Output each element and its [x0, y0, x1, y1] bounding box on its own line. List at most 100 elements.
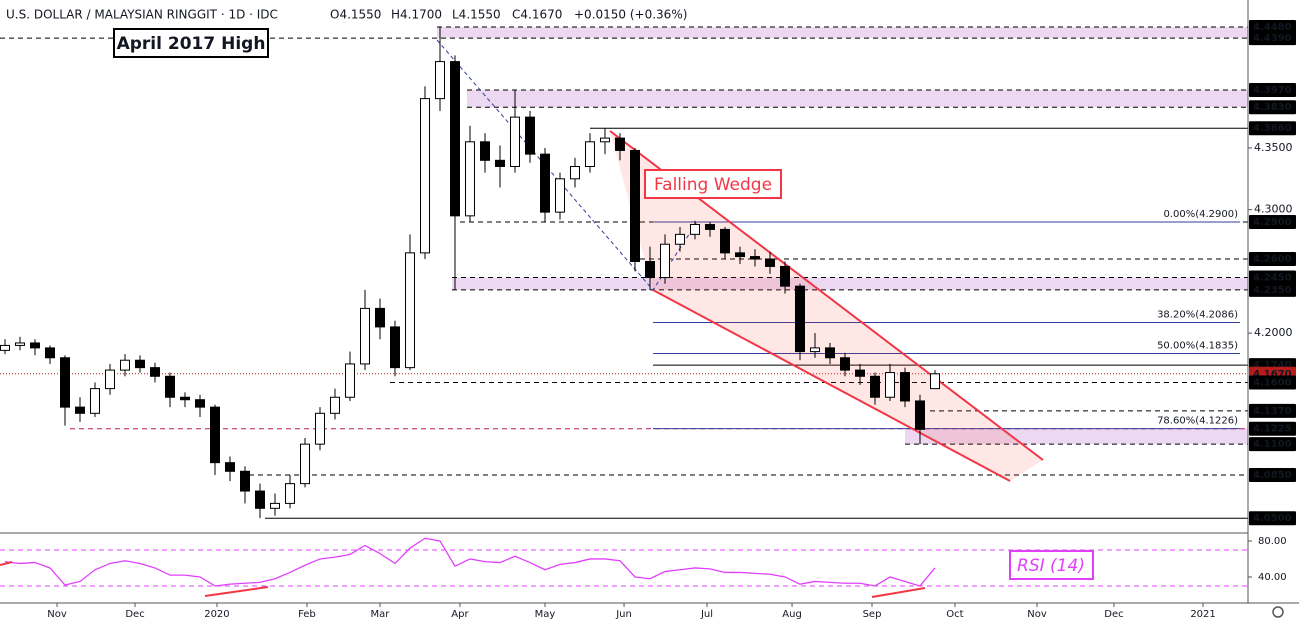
candle-body — [239, 470, 250, 492]
candle-body — [209, 406, 220, 464]
level-label-bg — [1249, 375, 1296, 390]
ohlc-high: H4.1700 — [391, 8, 442, 22]
x-tick-label: Nov — [47, 609, 67, 620]
wedge-fill — [610, 131, 1043, 481]
candle-body — [899, 372, 910, 402]
x-tick-label: Dec — [1104, 609, 1123, 620]
candle-body — [134, 359, 145, 369]
x-tick-label: Dec — [125, 609, 144, 620]
ohlc-close: C4.1670 — [512, 8, 562, 22]
candle-body — [59, 357, 70, 408]
fib-label: 50.00%(4.1835) — [1157, 340, 1238, 351]
candle-body — [479, 141, 490, 161]
candle-body — [164, 375, 175, 398]
candle-body — [614, 137, 625, 151]
candle-body — [584, 141, 595, 167]
fib-label: 78.60%(4.1226) — [1157, 416, 1238, 427]
rsi-tick-label: 80.00 — [1258, 536, 1287, 547]
y-tick-label: 4.2000 — [1254, 326, 1293, 339]
candle-body — [719, 228, 730, 254]
price-zone — [452, 277, 1248, 290]
candle-body — [809, 347, 820, 353]
candle-body — [14, 342, 25, 346]
wedge-lower — [652, 289, 1011, 482]
candle-body — [29, 342, 40, 349]
candle-body — [749, 256, 760, 260]
candle-body — [839, 357, 850, 371]
level-label-bg — [1249, 421, 1296, 436]
candle-body — [824, 347, 835, 359]
level-label: 4.1225 — [1253, 424, 1292, 435]
ohlc-open: O4.1550 — [330, 8, 381, 22]
level-label-bg — [1249, 31, 1296, 46]
candle-body — [884, 372, 895, 398]
x-tick-label: Jul — [700, 609, 713, 620]
candle-body — [599, 137, 610, 143]
x-tick-label: Nov — [1027, 609, 1047, 620]
candle-body — [269, 502, 280, 509]
level-label-bg — [1249, 437, 1296, 452]
fib-trend-line — [436, 39, 698, 291]
level-label: 4.2350 — [1253, 285, 1292, 296]
drawings — [0, 26, 1252, 607]
x-tick-label: Aug — [782, 609, 802, 620]
candle-body — [344, 363, 355, 398]
price-zone — [437, 27, 1248, 39]
candle-body — [644, 261, 655, 279]
candle-body — [74, 406, 85, 414]
level-label: 4.2600 — [1253, 254, 1292, 265]
level-label-bg — [1249, 20, 1296, 35]
level-label: 4.0850 — [1253, 470, 1292, 481]
candle-body — [419, 98, 430, 254]
x-tick-label: Mar — [371, 609, 391, 620]
candle-body — [764, 258, 775, 267]
price-zone — [467, 89, 1248, 108]
level-label: 4.2900 — [1253, 217, 1292, 228]
candle-body — [869, 375, 880, 398]
level-label-bg — [1249, 270, 1296, 285]
level-label: 4.3660 — [1253, 123, 1292, 134]
settings-icon[interactable] — [1272, 606, 1284, 618]
level-label: 4.0500 — [1253, 513, 1292, 524]
candle-body — [779, 265, 790, 287]
rsi-title: RSI (14) — [1017, 556, 1085, 576]
level-label: 4.2450 — [1253, 273, 1292, 284]
candle-body — [149, 367, 160, 377]
candle-body — [389, 326, 400, 369]
level-label: 4.4390 — [1253, 33, 1292, 44]
candle-body — [119, 359, 130, 371]
annotation-box — [113, 28, 269, 58]
candle-body — [914, 400, 925, 430]
candle-body — [509, 116, 520, 167]
level-label: 4.1600 — [1253, 377, 1292, 388]
candle-body — [89, 388, 100, 414]
x-tick-label: May — [535, 609, 556, 620]
rsi-line — [4, 537, 936, 587]
annotation-pattern: Falling Wedge — [654, 175, 772, 195]
x-tick-label: 2020 — [204, 609, 229, 620]
divergence-line — [204, 586, 269, 597]
candle-body — [434, 61, 445, 100]
fib-label: 0.00%(4.2900) — [1163, 209, 1238, 220]
level-label: 4.3830 — [1253, 102, 1292, 113]
candle-body — [704, 223, 715, 230]
candle-body — [674, 233, 685, 245]
candle-body — [929, 373, 940, 390]
level-label: 4.1740 — [1253, 360, 1292, 371]
candle-body — [569, 165, 580, 180]
candle-body — [284, 483, 295, 504]
level-label-bg — [1249, 100, 1296, 115]
level-label: 4.4480 — [1253, 22, 1292, 33]
level-label: 4.1670 — [1253, 369, 1292, 380]
level-label-bg — [1249, 282, 1296, 297]
x-tick-label: Jun — [615, 609, 632, 620]
candle-body — [494, 159, 505, 167]
rsi-label-box — [1009, 550, 1094, 580]
level-label-bg — [1249, 403, 1296, 418]
candle-body — [524, 116, 535, 155]
candle-body — [689, 223, 700, 235]
candle-body — [734, 252, 745, 258]
candle-body — [224, 462, 235, 472]
candle-body — [0, 344, 10, 351]
x-tick-label: Apr — [451, 609, 469, 620]
